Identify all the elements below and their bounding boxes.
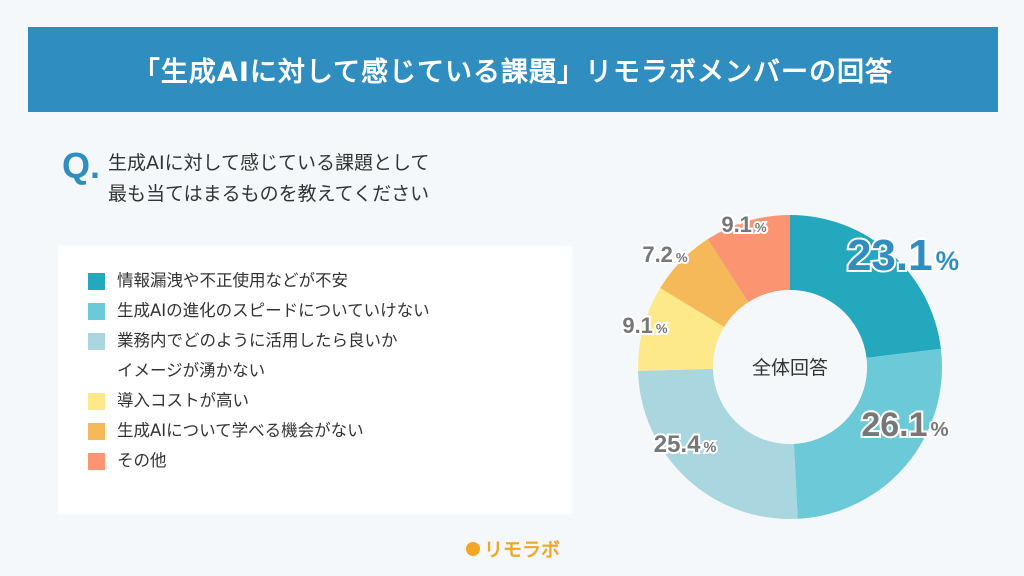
question-line: 生成AIに対して感じている課題として [108,152,430,174]
legend-item: 情報漏洩や不正使用などが不安 [88,266,572,296]
data-label-value: 26.1 [861,406,927,444]
donut-slice [793,348,942,519]
data-label: 26.1% [861,406,948,444]
data-label-value: 7.2 [642,242,673,267]
legend-swatch [88,333,105,350]
legend-item: 生成AIについて学べる機会がない [88,416,572,446]
legend-label: 導入コストが高い [117,391,249,410]
donut-slice [707,215,790,303]
donut-hole [713,290,867,444]
page-title: 「生成AIに対して感じている課題」リモラボメンバーの回答 [28,27,998,112]
donut-slice [638,368,798,519]
data-label-unit: % [676,250,688,265]
legend-label: 情報漏洩や不正使用などが不安 [117,271,348,290]
legend-swatch [88,303,105,320]
logo-text: リモラボ [484,539,561,561]
data-label-value: 9.1 [622,313,653,338]
data-label-unit: % [703,440,716,456]
data-label: 7.2% [642,242,688,267]
data-label: 9.1% [622,313,668,338]
data-label: 9.1% [721,212,767,237]
donut-slice [638,287,725,371]
legend-item: 業務内でどのように活用したら良いか [88,326,572,356]
data-label-value: 25.4 [654,431,701,458]
legend-label: その他 [117,451,167,470]
question-mark: Q. [62,145,101,186]
question-line: 最も当てはまるものを教えてください [108,183,430,205]
donut-slice [790,215,941,358]
data-label-unit: % [936,246,959,276]
data-label-value: 9.1 [721,212,752,237]
legend-item: 導入コストが高い [88,386,572,416]
data-label: 25.4% [654,431,717,458]
legend-item: その他 [88,446,572,476]
data-label: 23.1% [847,231,959,280]
legend-label: 生成AIの進化のスピードについていけない [117,301,430,320]
donut-slice [660,239,749,327]
legend-item: イメージが湧かない [88,356,572,386]
data-label-unit: % [931,419,949,441]
logo: リモラボ [466,535,560,562]
logo-dot-icon [466,541,480,556]
legend-item: 生成AIの進化のスピードについていけない [88,296,572,326]
question: Q. 生成AIに対して感じている課題として 最も当てはまるものを教えてください [62,148,429,210]
data-label-unit: % [656,321,668,336]
center-label: 全体回答 [752,357,828,379]
legend-swatch [88,273,105,290]
data-label-unit: % [755,220,767,235]
legend-swatch [88,453,105,470]
chart-legend: 情報漏洩や不正使用などが不安生成AIの進化のスピードについていけない 業務内でどの… [58,246,572,514]
legend-swatch [88,423,105,440]
legend-label: 生成AIについて学べる機会がない [117,421,364,440]
legend-label: イメージが湧かない [117,361,266,380]
data-label-value: 23.1 [847,231,933,280]
legend-label: 業務内でどのように活用したら良いか [117,331,398,350]
legend-swatch [88,393,105,410]
